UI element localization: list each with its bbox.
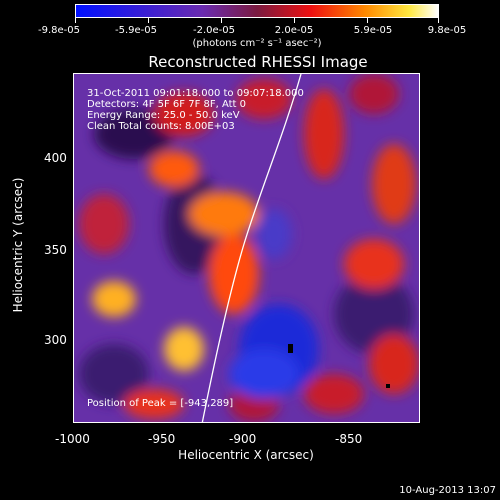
plot-title: Reconstructed RHESSI Image [148, 53, 368, 71]
timestamp: 10-Aug-2013 13:07 [399, 485, 496, 496]
colorbar-tick [148, 18, 149, 23]
x-tick-label: -950 [148, 432, 176, 446]
y-tick-label: 300 [44, 333, 67, 347]
colorbar-units: (photons cm⁻² s⁻¹ asec⁻²) [192, 38, 322, 49]
colorbar-tick [221, 18, 222, 23]
colorbar-label: 5.9e-05 [353, 25, 393, 36]
y-tick-label: 400 [44, 151, 67, 165]
colorbar-label: -5.9e-05 [115, 25, 157, 36]
info-clean: Clean Total counts: 8.00E+03 [87, 121, 235, 132]
colorbar-label: -2.0e-05 [193, 25, 235, 36]
info-detectors: Detectors: 4F 5F 6F 7F 8F, Att 0 [87, 99, 247, 110]
colorbar-tick [294, 18, 295, 23]
colorbar-label: 2.0e-05 [274, 25, 314, 36]
info-time: 31-Oct-2011 09:01:18.000 to 09:07:18.000 [87, 88, 304, 99]
x-axis-label: Heliocentric X (arcsec) [178, 448, 314, 462]
y-axis-label: Heliocentric Y (arcsec) [11, 177, 25, 313]
colorbar-tick [438, 18, 439, 23]
colorbar-tick [367, 18, 368, 23]
info-peak: Position of Peak = [-943,289] [87, 398, 234, 409]
info-energy: Energy Range: 25.0 - 50.0 keV [87, 110, 240, 121]
colorbar [75, 4, 439, 18]
x-tick-label: -850 [335, 432, 363, 446]
colorbar-label: 9.8e-05 [427, 25, 467, 36]
colorbar-label: -9.8e-05 [38, 25, 80, 36]
rhessi-image[interactable]: 31-Oct-2011 09:01:18.000 to 09:07:18.000… [73, 73, 420, 423]
y-tick-label: 350 [44, 243, 67, 257]
x-tick-label: -1000 [55, 432, 90, 446]
colorbar-tick [75, 18, 76, 23]
x-tick-label: -900 [229, 432, 257, 446]
